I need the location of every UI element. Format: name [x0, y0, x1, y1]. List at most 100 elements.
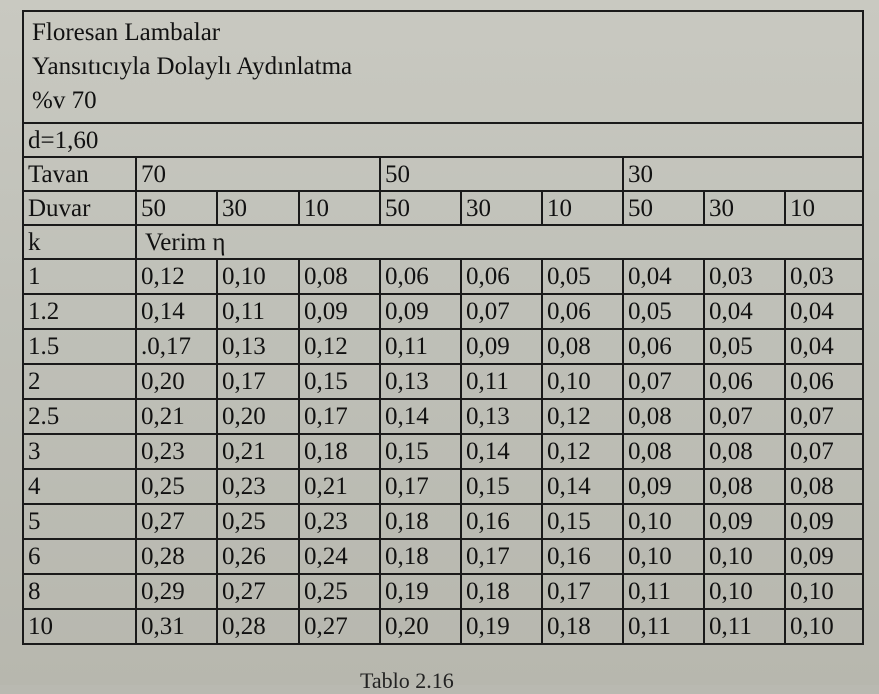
efficiency-cell: 0,05	[541, 258, 624, 295]
efficiency-cell: .0,17	[135, 328, 218, 365]
efficiency-cell: 0,10	[216, 258, 300, 295]
k-label: k	[22, 224, 137, 260]
efficiency-cell: 0,12	[541, 433, 624, 470]
efficiency-cell: 0,23	[216, 468, 300, 505]
efficiency-cell: 0,12	[135, 258, 218, 295]
title-line-3: %v 70	[32, 87, 97, 114]
efficiency-cell: 0,06	[460, 258, 543, 295]
k-value-cell: 1.2	[22, 293, 137, 330]
efficiency-cell: 0,07	[622, 363, 705, 400]
efficiency-cell: 0,31	[135, 608, 218, 645]
efficiency-cell: 0,18	[379, 503, 462, 540]
table-row: 5 0,27 0,25 0,23 0,18 0,16 0,15 0,10 0,09 0,09	[22, 503, 865, 540]
duvar-value: 50	[379, 190, 462, 226]
efficiency-cell: 0,07	[703, 398, 786, 435]
duvar-value: 30	[460, 190, 543, 226]
title-line-2: Yansıtıcıyla Dolaylı Aydınlatma	[32, 53, 353, 80]
efficiency-cell: 0,13	[460, 398, 543, 435]
efficiency-cell: 0,06	[541, 293, 624, 330]
table-row: 4 0,25 0,23 0,21 0,17 0,15 0,14 0,09 0,08 0,08	[22, 468, 865, 505]
efficiency-cell: 0,08	[298, 258, 381, 295]
tavan-value-1: 70	[135, 156, 381, 192]
efficiency-cell: 0,09	[622, 468, 705, 505]
table-row: 1.5.0,17 0,13 0,12 0,11 0,09 0,08 0,06 0,05 0,04	[22, 328, 865, 365]
tavan-row: Tavan 70 50 30	[22, 156, 865, 192]
efficiency-cell: 0,07	[783, 433, 865, 470]
efficiency-cell: 0,15	[541, 503, 624, 540]
efficiency-cell: 0,11	[460, 363, 543, 400]
efficiency-cell: 0,14	[135, 293, 218, 330]
efficiency-cell: 0,21	[216, 433, 300, 470]
duvar-value: 30	[216, 190, 300, 226]
k-value-cell: 1.5	[22, 328, 137, 365]
efficiency-cell: 0,08	[783, 468, 865, 505]
efficiency-cell: 0,13	[379, 363, 462, 400]
efficiency-cell: 0,03	[783, 258, 865, 295]
efficiency-cell: 0,10	[622, 503, 705, 540]
duvar-label: Duvar	[22, 190, 137, 226]
k-header-row: k Verim η	[22, 224, 865, 260]
efficiency-cell: 0,18	[379, 538, 462, 575]
d-value-cell: d=1,60	[21, 122, 865, 158]
efficiency-cell: 0,16	[460, 503, 543, 540]
efficiency-cell: 0,12	[298, 328, 381, 365]
efficiency-cell: 0,27	[216, 573, 300, 610]
efficiency-cell: 0,21	[298, 468, 381, 505]
efficiency-cell: 0,05	[703, 328, 786, 365]
efficiency-cell: 0,11	[703, 608, 786, 645]
table-row: 8 0,29 0,27 0,25 0,19 0,18 0,17 0,11 0,10 0,10	[22, 573, 865, 610]
efficiency-cell: 0,11	[216, 293, 300, 330]
k-value-cell: 8	[22, 573, 137, 610]
duvar-value: 10	[783, 190, 865, 226]
efficiency-cell: 0,10	[783, 573, 865, 610]
efficiency-cell: 0,18	[541, 608, 624, 645]
k-value-cell: 5	[22, 503, 137, 540]
efficiency-cell: 0,14	[541, 468, 624, 505]
k-value-cell: 1	[22, 258, 137, 295]
efficiency-cell: 0,10	[783, 608, 865, 645]
efficiency-cell: 0,17	[379, 468, 462, 505]
verim-label: Verim η	[134, 224, 865, 260]
table-row: 1.2 0,14 0,11 0,09 0,09 0,07 0,06 0,05 0,04 0,04	[22, 293, 865, 330]
table-row: 2 0,20 0,17 0,15 0,13 0,11 0,10 0,07 0,06 0,06	[22, 363, 865, 400]
table-title: Floresan Lambalar Yansıtıcıyla Dolaylı A…	[21, 10, 865, 124]
table-row: 10 0,31 0,28 0,27 0,20 0,19 0,18 0,11 0,11 0,10	[22, 608, 865, 645]
tavan-value-2: 50	[379, 156, 624, 192]
efficiency-cell: 0,03	[703, 258, 786, 295]
efficiency-cell: 0,08	[703, 433, 786, 470]
efficiency-cell: 0,26	[216, 538, 300, 575]
table-row: 1 0,12 0,10 0,08 0,06 0,06 0,05 0,04 0,03 0,03	[22, 258, 865, 295]
efficiency-cell: 0,06	[622, 328, 705, 365]
efficiency-cell: 0,08	[622, 433, 705, 470]
title-row: Floresan Lambalar Yansıtıcıyla Dolaylı A…	[21, 10, 865, 124]
tavan-label: Tavan	[22, 156, 137, 192]
table-row: 6 0,28 0,26 0,24 0,18 0,17 0,16 0,10 0,10 0,09	[22, 538, 865, 575]
efficiency-cell: 0,06	[379, 258, 462, 295]
efficiency-cell: 0,17	[541, 573, 624, 610]
efficiency-cell: 0,17	[216, 363, 300, 400]
efficiency-cell: 0,20	[135, 363, 218, 400]
efficiency-cell: 0,25	[298, 573, 381, 610]
efficiency-cell: 0,11	[622, 608, 705, 645]
efficiency-cell: 0,20	[216, 398, 300, 435]
efficiency-cell: 0,13	[216, 328, 300, 365]
efficiency-cell: 0,27	[298, 608, 381, 645]
efficiency-cell: 0,06	[703, 363, 786, 400]
duvar-value: 30	[703, 190, 786, 226]
efficiency-cell: 0,07	[783, 398, 865, 435]
table-row: 2.5 0,21 0,20 0,17 0,14 0,13 0,12 0,08 0,07 0,07	[22, 398, 865, 435]
efficiency-cell: 0,19	[460, 608, 543, 645]
efficiency-cell: 0,05	[622, 293, 705, 330]
k-value-cell: 10	[22, 608, 137, 645]
efficiency-cell: 0,28	[135, 538, 218, 575]
k-value-cell: 4	[22, 468, 137, 505]
efficiency-cell: 0,09	[298, 293, 381, 330]
efficiency-cell: 0,09	[783, 503, 865, 540]
k-value-cell: 3	[22, 433, 137, 470]
efficiency-cell: 0,23	[298, 503, 381, 540]
duvar-value: 50	[622, 190, 705, 226]
efficiency-cell: 0,15	[298, 363, 381, 400]
efficiency-cell: 0,18	[460, 573, 543, 610]
efficiency-cell: 0,10	[541, 363, 624, 400]
efficiency-cell: 0,14	[379, 398, 462, 435]
